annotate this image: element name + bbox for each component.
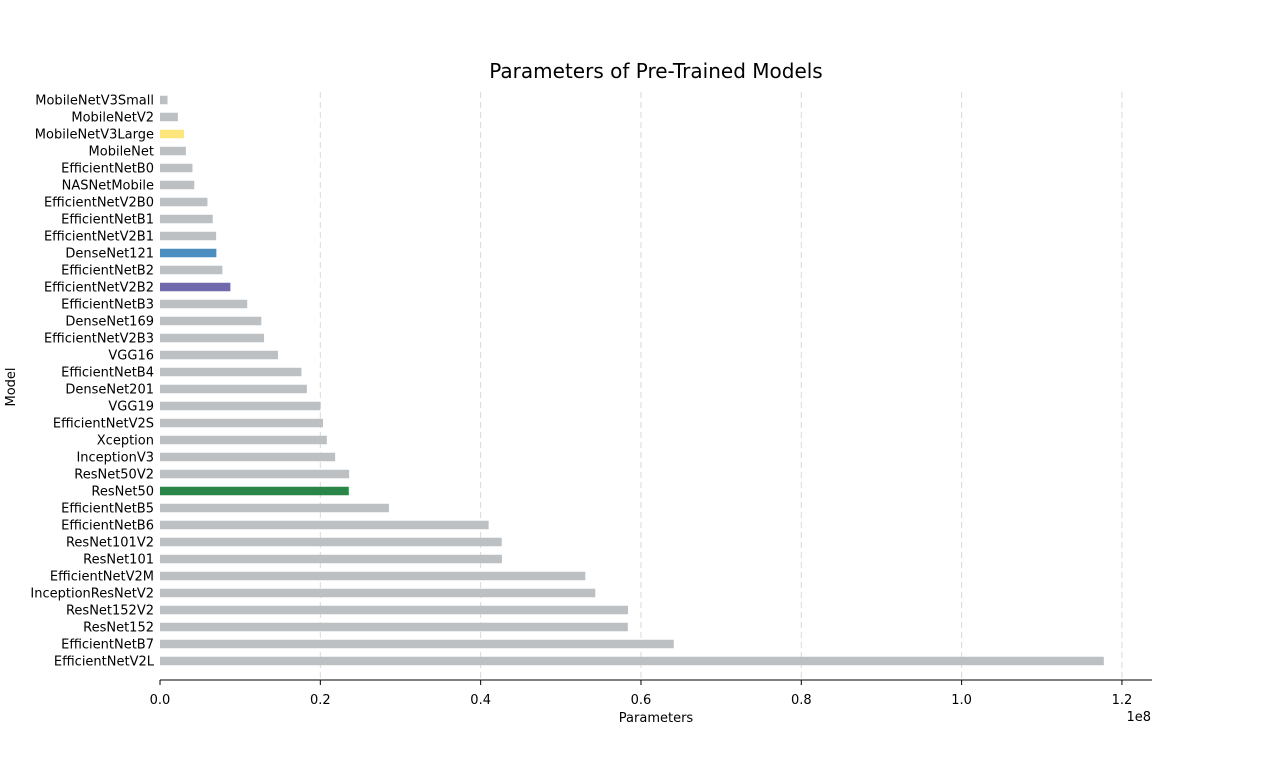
y-tick-label: EfficientNetV2S — [53, 417, 154, 432]
bar-efficientnetb1 — [160, 214, 213, 224]
y-tick-label: MobileNetV3Small — [35, 94, 154, 109]
y-tick-label: EfficientNetB0 — [61, 162, 154, 177]
y-tick-label: EfficientNetV2M — [50, 570, 154, 585]
y-tick-label: DenseNet201 — [65, 383, 154, 398]
bar-resnet50 — [160, 486, 349, 496]
y-tick-label: EfficientNetV2B3 — [44, 332, 154, 347]
y-tick-label: EfficientNetB2 — [61, 264, 154, 279]
bar-efficientnetb0 — [160, 163, 193, 173]
y-tick-label: MobileNet — [89, 145, 154, 160]
x-tick-label: 0.0 — [150, 693, 171, 708]
bar-efficientnetv2b3 — [160, 333, 265, 343]
bar-efficientnetv2b1 — [160, 231, 217, 241]
x-tick-label: 0.4 — [470, 693, 491, 708]
bar-efficientnetb7 — [160, 639, 674, 649]
bar-mobilenetv3large — [160, 129, 184, 139]
x-tick-label: 0.2 — [310, 693, 331, 708]
y-tick-label: ResNet50 — [91, 485, 154, 500]
bar-inceptionv3 — [160, 452, 336, 462]
bar-nasnetmobile — [160, 180, 195, 190]
y-tick-label: ResNet101V2 — [66, 536, 154, 551]
y-tick-label: EfficientNetV2B0 — [44, 196, 154, 211]
bar-vgg19 — [160, 401, 321, 411]
bar-efficientnetb3 — [160, 299, 248, 309]
x-tick-label: 1.0 — [951, 693, 972, 708]
bar-resnet152 — [160, 622, 628, 632]
y-tick-label: VGG19 — [108, 400, 154, 415]
x-axis-label: Parameters — [619, 711, 694, 726]
y-tick-label: InceptionV3 — [76, 451, 154, 466]
bar-efficientnetv2b0 — [160, 197, 208, 207]
bar-resnet50v2 — [160, 469, 350, 479]
bar-efficientnetb5 — [160, 503, 389, 513]
y-tick-labels: MobileNetV3Small MobileNetV2 MobileNetV3La… — [30, 94, 154, 670]
y-tick-label: EfficientNetV2B1 — [44, 230, 154, 245]
y-tick-label: EfficientNetB3 — [61, 298, 154, 313]
y-tick-label: EfficientNetB4 — [61, 366, 154, 381]
x-tick-label: 0.8 — [791, 693, 812, 708]
bar-efficientnetb4 — [160, 367, 302, 377]
bar-mobilenetv3small — [160, 95, 168, 105]
chart-title: Parameters of Pre-Trained Models — [489, 59, 822, 83]
bar-efficientnetb6 — [160, 520, 489, 530]
x-tick-label: 0.6 — [631, 693, 652, 708]
bar-efficientnetb2 — [160, 265, 223, 275]
y-tick-label: MobileNetV2 — [71, 111, 154, 126]
bar-mobilenet — [160, 146, 186, 156]
x-axis-offset-text: 1e8 — [1126, 710, 1151, 725]
bar-efficientnetv2m — [160, 571, 586, 581]
y-tick-label: EfficientNetB6 — [61, 519, 154, 534]
y-tick-label: DenseNet121 — [65, 247, 154, 262]
bar-densenet121 — [160, 248, 217, 258]
y-tick-label: MobileNetV3Large — [35, 128, 154, 143]
y-tick-label: NASNetMobile — [62, 179, 154, 194]
y-tick-label: EfficientNetV2L — [54, 655, 155, 670]
bar-resnet152v2 — [160, 605, 628, 615]
y-tick-label: EfficientNetB1 — [61, 213, 154, 228]
x-ticks: 0.0 0.2 0.4 0.6 0.8 1.0 1.2 — [150, 680, 1133, 708]
bar-efficientnetv2b2 — [160, 282, 231, 292]
y-tick-label: EfficientNetV2B2 — [44, 281, 154, 296]
y-tick-label: ResNet50V2 — [74, 468, 154, 483]
bars — [160, 95, 1104, 666]
y-axis-label: Model — [4, 367, 19, 406]
bar-resnet101 — [160, 554, 502, 564]
bar-efficientnetv2s — [160, 418, 323, 428]
bar-mobilenetv2 — [160, 112, 178, 122]
y-tick-label: EfficientNetB7 — [61, 638, 154, 653]
bar-resnet101v2 — [160, 537, 502, 547]
x-tick-label: 1.2 — [1112, 693, 1133, 708]
y-tick-label: ResNet101 — [83, 553, 154, 568]
y-tick-label: ResNet152 — [83, 621, 154, 636]
grid-lines — [319, 92, 1123, 680]
bar-inceptionresnetv2 — [160, 588, 596, 598]
y-tick-label: Xception — [97, 434, 154, 449]
bar-efficientnetv2l — [160, 656, 1104, 666]
bar-xception — [160, 435, 327, 445]
y-tick-label: InceptionResNetV2 — [30, 587, 154, 602]
y-tick-label: VGG16 — [108, 349, 154, 364]
y-tick-label: ResNet152V2 — [66, 604, 154, 619]
bar-densenet201 — [160, 384, 307, 394]
y-tick-label: DenseNet169 — [65, 315, 154, 330]
bar-densenet169 — [160, 316, 262, 326]
bar-vgg16 — [160, 350, 278, 360]
y-tick-label: EfficientNetB5 — [61, 502, 154, 517]
